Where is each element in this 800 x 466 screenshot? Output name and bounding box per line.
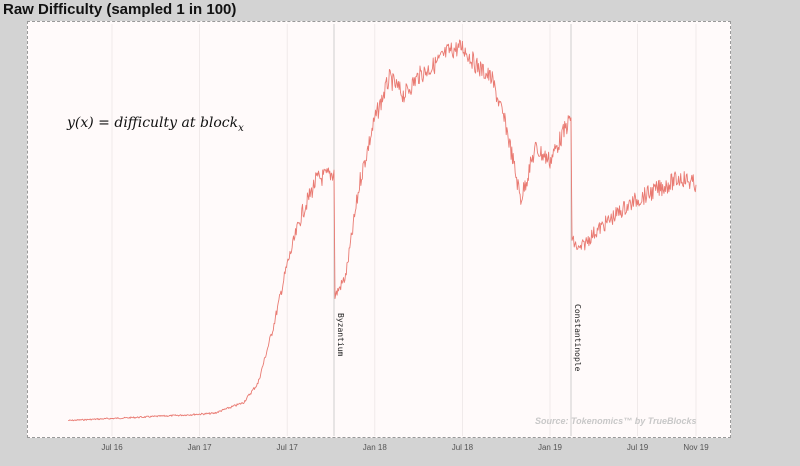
formula-text: y(x) = difficulty at block <box>67 115 239 131</box>
x-tick-label: Jul 17 <box>277 443 299 452</box>
x-axis-ticks: Jul 16 Jan 17 Jul 17 Jan 18 Jul 18 Jan 19 Jul … <box>101 443 709 452</box>
formula-subscript: x <box>238 122 244 134</box>
series-layer <box>68 39 697 422</box>
x-tick-label: Jan 18 <box>363 443 388 452</box>
chart-title: Raw Difficulty (sampled 1 in 100) <box>3 1 237 18</box>
event-lines <box>333 24 572 436</box>
x-tick-label: Jan 19 <box>538 443 563 452</box>
event-label: Constantinople <box>573 304 582 372</box>
x-tick-label: Jul 16 <box>101 443 123 452</box>
x-tick-label: Jul 18 <box>452 443 474 452</box>
x-tick-label: Jul 19 <box>627 443 649 452</box>
difficulty-series-line <box>68 39 697 422</box>
formula-annotation: y(x) = difficulty at blockx <box>67 115 244 134</box>
plot-area <box>27 21 731 438</box>
x-tick-label: Nov 19 <box>683 443 709 452</box>
vertical-grid <box>111 24 697 436</box>
event-label: Byzantium <box>336 313 345 357</box>
source-credit: Source: Tokenomics™ by TrueBlocks <box>535 416 697 426</box>
x-tick-label: Jan 17 <box>188 443 213 452</box>
